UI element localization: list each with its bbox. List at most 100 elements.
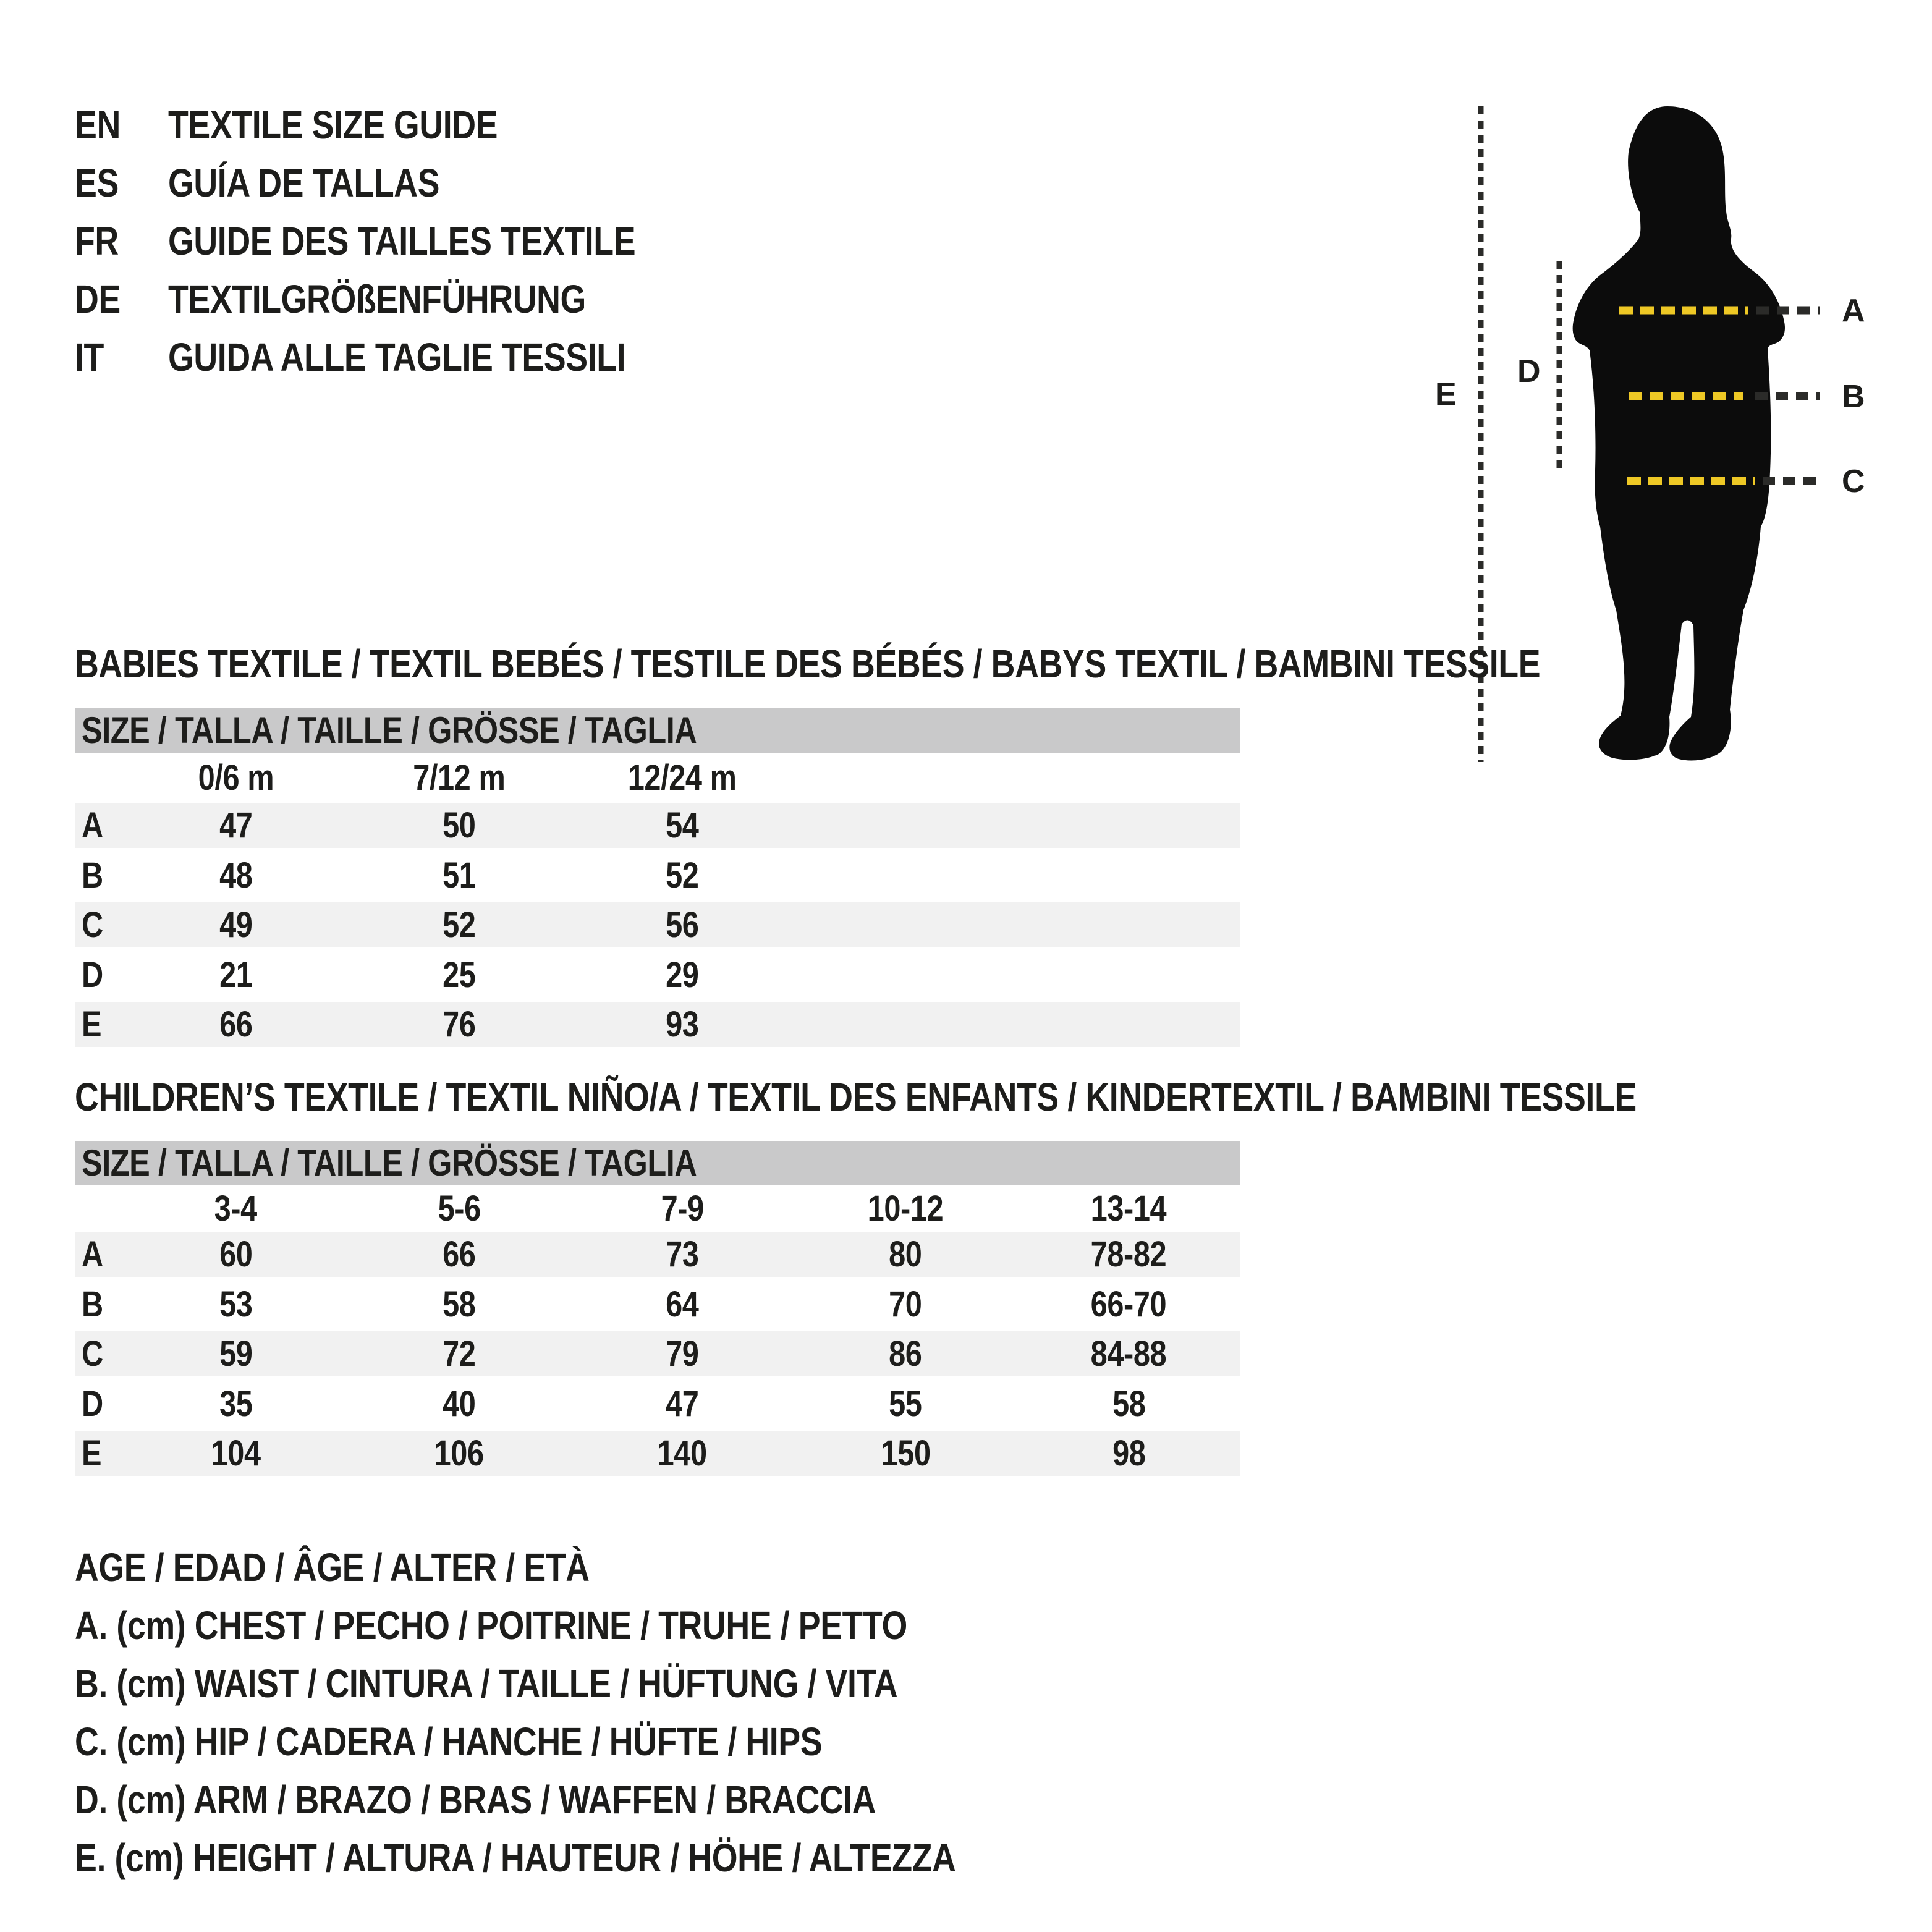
language-code: DE — [75, 270, 168, 328]
legend-line-text: A. (cm) CHEST / PECHO / POITRINE / TRUHE… — [75, 1603, 907, 1648]
children-section-heading-text: CHILDREN’S TEXTILE / TEXTIL NIÑO/A / TEX… — [75, 1075, 1637, 1119]
row-label: D — [75, 954, 124, 996]
figure-label-E: E — [1435, 376, 1457, 412]
table-cell: 48 — [124, 855, 347, 896]
table-cell: 58 — [347, 1284, 570, 1325]
table-row: E 66 76 93 — [75, 1002, 1240, 1047]
row-label: B — [75, 1284, 124, 1325]
table-cell-text: 49 — [219, 905, 253, 945]
table-cell-text: 56 — [666, 905, 699, 945]
table-cell-text: 70 — [889, 1284, 922, 1324]
table-cell: 53 — [124, 1284, 347, 1325]
column-header: 12/24 m — [570, 757, 794, 799]
table-cell: 80 — [794, 1234, 1017, 1275]
children-size-table: SIZE / TALLA / TAILLE / GRÖSSE / TAGLIA … — [75, 1141, 1240, 1481]
row-label: B — [75, 855, 124, 896]
table-cell: 66-70 — [1017, 1284, 1240, 1325]
column-header: 5-6 — [347, 1188, 570, 1229]
legend-line: E. (cm) HEIGHT / ALTURA / HAUTEUR / HÖHE… — [75, 1829, 1124, 1887]
guide-title: TEXTILGRÖßENFÜHRUNG — [168, 277, 666, 321]
language-line: FR GUIDE DES TAILLES TEXTILE — [75, 212, 724, 270]
legend-line-text: E. (cm) HEIGHT / ALTURA / HAUTEUR / HÖHE… — [75, 1836, 956, 1880]
table-cell: 54 — [570, 805, 794, 846]
row-label: A — [75, 1234, 124, 1275]
table-cell: 140 — [570, 1433, 794, 1474]
table-cell-text: 47 — [219, 805, 253, 845]
table-cell: 47 — [570, 1383, 794, 1425]
table-cell: 59 — [124, 1333, 347, 1375]
guide-title: GUIDA ALLE TAGLIE TESSILI — [168, 335, 713, 379]
table-cell-text: 84-88 — [1091, 1334, 1167, 1374]
legend-line: D. (cm) ARM / BRAZO / BRAS / WAFFEN / BR… — [75, 1771, 1124, 1829]
table-row: B 48 51 52 — [75, 853, 1240, 898]
table-cell-text: 150 — [881, 1433, 931, 1473]
language-code-text: ES — [75, 161, 119, 205]
table-row: E 104 106 140 150 98 — [75, 1431, 1240, 1476]
table-cell-text: 50 — [443, 805, 476, 845]
guide-title: TEXTILE SIZE GUIDE — [168, 103, 561, 147]
figure-label-A: A — [1842, 293, 1865, 329]
language-code-text: IT — [75, 335, 104, 379]
table-cell: 50 — [347, 805, 570, 846]
table-cell: 106 — [347, 1433, 570, 1474]
column-header-text: 10-12 — [867, 1188, 944, 1229]
babies-rows: A 47 50 54 B 48 51 52 C 49 52 56 D 21 25 29 E 66 76 93 — [75, 803, 1240, 1047]
children-size-header-bar: SIZE / TALLA / TAILLE / GRÖSSE / TAGLIA — [75, 1141, 1240, 1185]
column-header: 3-4 — [124, 1188, 347, 1229]
children-column-headers: 3-4 5-6 7-9 10-12 13-14 — [75, 1185, 1240, 1232]
table-cell-text: 86 — [889, 1334, 922, 1374]
babies-section-heading-text: BABIES TEXTILE / TEXTIL BEBÉS / TESTILE … — [75, 642, 1541, 686]
row-label: C — [75, 904, 124, 946]
language-title-list: EN TEXTILE SIZE GUIDE ES GUÍA DE TALLAS FR GU… — [75, 96, 724, 386]
table-cell-text: 64 — [666, 1284, 699, 1324]
row-label-text: A — [82, 805, 103, 845]
row-label-text: D — [82, 954, 103, 995]
column-header-text: 13-14 — [1091, 1188, 1167, 1229]
table-cell-text: 47 — [666, 1383, 699, 1424]
column-header: 0/6 m — [124, 757, 347, 799]
table-cell-text: 98 — [1112, 1433, 1146, 1473]
language-code: IT — [75, 328, 168, 386]
table-cell: 51 — [347, 855, 570, 896]
table-cell-text: 29 — [666, 954, 699, 995]
row-label-text: C — [82, 1334, 103, 1374]
table-cell: 47 — [124, 805, 347, 846]
table-cell-text: 52 — [666, 855, 699, 896]
table-row: A 47 50 54 — [75, 803, 1240, 848]
table-cell: 84-88 — [1017, 1333, 1240, 1375]
table-cell-text: 140 — [657, 1433, 707, 1473]
table-cell: 150 — [794, 1433, 1017, 1474]
table-cell-text: 104 — [211, 1433, 261, 1473]
table-cell: 52 — [570, 855, 794, 896]
table-cell-text: 73 — [666, 1234, 699, 1274]
table-cell-text: 25 — [443, 954, 476, 995]
figure-label-C: C — [1842, 464, 1865, 499]
babies-size-table: SIZE / TALLA / TAILLE / GRÖSSE / TAGLIA … — [75, 708, 1240, 1052]
children-rows: A 60 66 73 80 78-82 B 53 58 64 70 66-70 C 59 72 79 86 84-… — [75, 1232, 1240, 1476]
language-code: ES — [75, 154, 168, 212]
child-silhouette — [1572, 106, 1786, 761]
table-cell-text: 66 — [219, 1004, 253, 1044]
table-cell-text: 106 — [434, 1433, 484, 1473]
language-line: IT GUIDA ALLE TAGLIE TESSILI — [75, 328, 724, 386]
table-cell-text: 79 — [666, 1334, 699, 1374]
column-header: 7/12 m — [347, 757, 570, 799]
table-row: C 59 72 79 86 84-88 — [75, 1331, 1240, 1376]
figure-label-B: B — [1842, 379, 1865, 415]
children-section-heading: CHILDREN’S TEXTILE / TEXTIL NIÑO/A / TEX… — [75, 1075, 1932, 1119]
row-label-text: B — [82, 1284, 103, 1324]
table-cell: 52 — [347, 904, 570, 946]
legend-line-text: C. (cm) HIP / CADERA / HANCHE / HÜFTE / … — [75, 1719, 823, 1764]
row-label: E — [75, 1004, 124, 1045]
table-cell-text: 58 — [1112, 1383, 1146, 1424]
babies-section-heading: BABIES TEXTILE / TEXTIL BEBÉS / TESTILE … — [75, 642, 1820, 686]
table-row: B 53 58 64 70 66-70 — [75, 1282, 1240, 1327]
table-cell: 25 — [347, 954, 570, 996]
table-cell: 64 — [570, 1284, 794, 1325]
guide-title: GUIDE DES TAILLES TEXTILE — [168, 219, 724, 263]
legend-line: A. (cm) CHEST / PECHO / POITRINE / TRUHE… — [75, 1596, 1124, 1654]
table-cell-text: 52 — [443, 905, 476, 945]
guide-title-text: TEXTILE SIZE GUIDE — [168, 103, 498, 147]
language-code: EN — [75, 96, 168, 154]
row-label: D — [75, 1383, 124, 1425]
